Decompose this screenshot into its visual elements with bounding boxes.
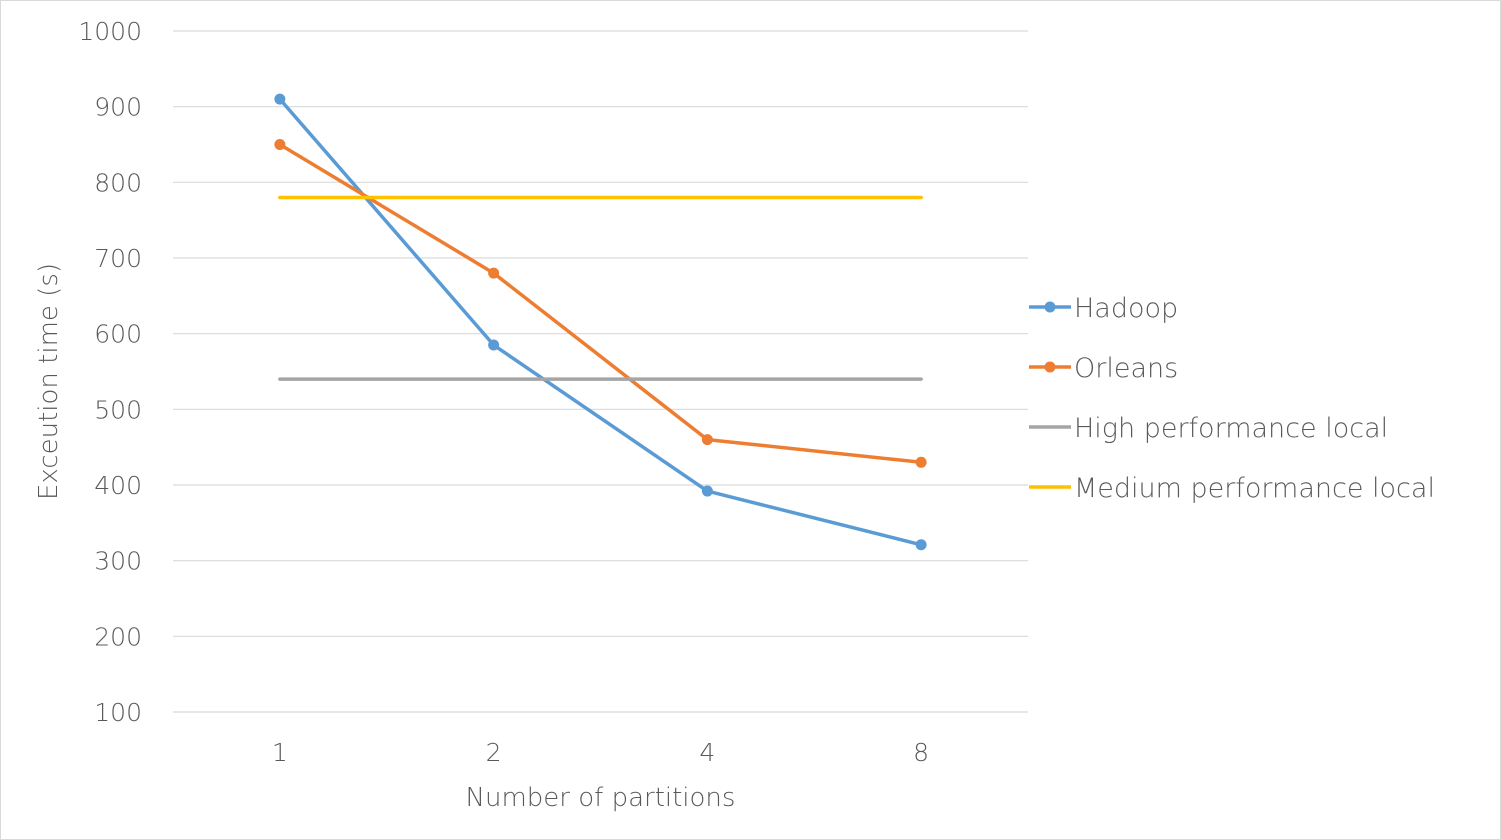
plot-area: [274, 93, 927, 551]
y-tick-label-400: 400: [94, 471, 142, 500]
x-tick-label-2: 2: [486, 738, 502, 767]
legend-marker-orleans: [1044, 361, 1056, 373]
x-axis: 1 2 4 8: [272, 738, 929, 767]
legend-item-hadoop: Hadoop: [1029, 293, 1178, 324]
legend-label-orleans: Orleans: [1074, 353, 1178, 384]
legend-label-hadoop: Hadoop: [1074, 293, 1178, 324]
legend-label-high-performance-local: High performance local: [1074, 413, 1388, 444]
series-orleans: [274, 139, 927, 468]
y-axis-title: Exceution time (s): [34, 263, 64, 500]
legend-item-medium-performance-local: Medium performance local: [1029, 473, 1435, 504]
legend-item-high-performance-local: High performance local: [1029, 413, 1388, 444]
series-line-orleans: [278, 142, 923, 465]
data-point-orleans-2: [488, 267, 500, 279]
data-point-orleans-4: [701, 434, 713, 446]
series-line-hadoop: [278, 97, 923, 547]
series-hadoop: [274, 93, 927, 551]
y-tick-label-1000: 1000: [78, 17, 142, 46]
y-tick-label-100: 100: [94, 698, 142, 727]
x-axis-title: Number of partitions: [466, 783, 736, 813]
data-point-hadoop-1: [274, 93, 286, 105]
x-tick-label-8: 8: [913, 738, 929, 767]
data-point-hadoop-4: [701, 485, 713, 497]
y-tick-label-200: 200: [94, 622, 142, 651]
gridlines: [173, 30, 1028, 713]
y-tick-label-900: 900: [94, 93, 142, 122]
y-axis: 100 200 300 400 500 600 700 800 900 1000: [78, 17, 142, 727]
legend-item-orleans: Orleans: [1029, 353, 1178, 384]
y-tick-label-500: 500: [94, 395, 142, 424]
x-tick-label-1: 1: [272, 738, 288, 767]
y-tick-label-300: 300: [94, 547, 142, 576]
y-tick-label-700: 700: [94, 244, 142, 273]
data-point-hadoop-8: [915, 539, 927, 551]
y-tick-label-600: 600: [94, 320, 142, 349]
x-tick-label-4: 4: [699, 738, 715, 767]
legend: Hadoop Orleans High performance local Mediu…: [1029, 293, 1435, 504]
data-point-orleans-1: [274, 139, 286, 150]
legend-label-medium-performance-local: Medium performance local: [1074, 473, 1435, 504]
y-tick-label-800: 800: [94, 168, 142, 197]
data-point-hadoop-2: [488, 339, 500, 351]
legend-marker-hadoop: [1044, 301, 1056, 313]
data-point-orleans-8: [915, 456, 927, 468]
